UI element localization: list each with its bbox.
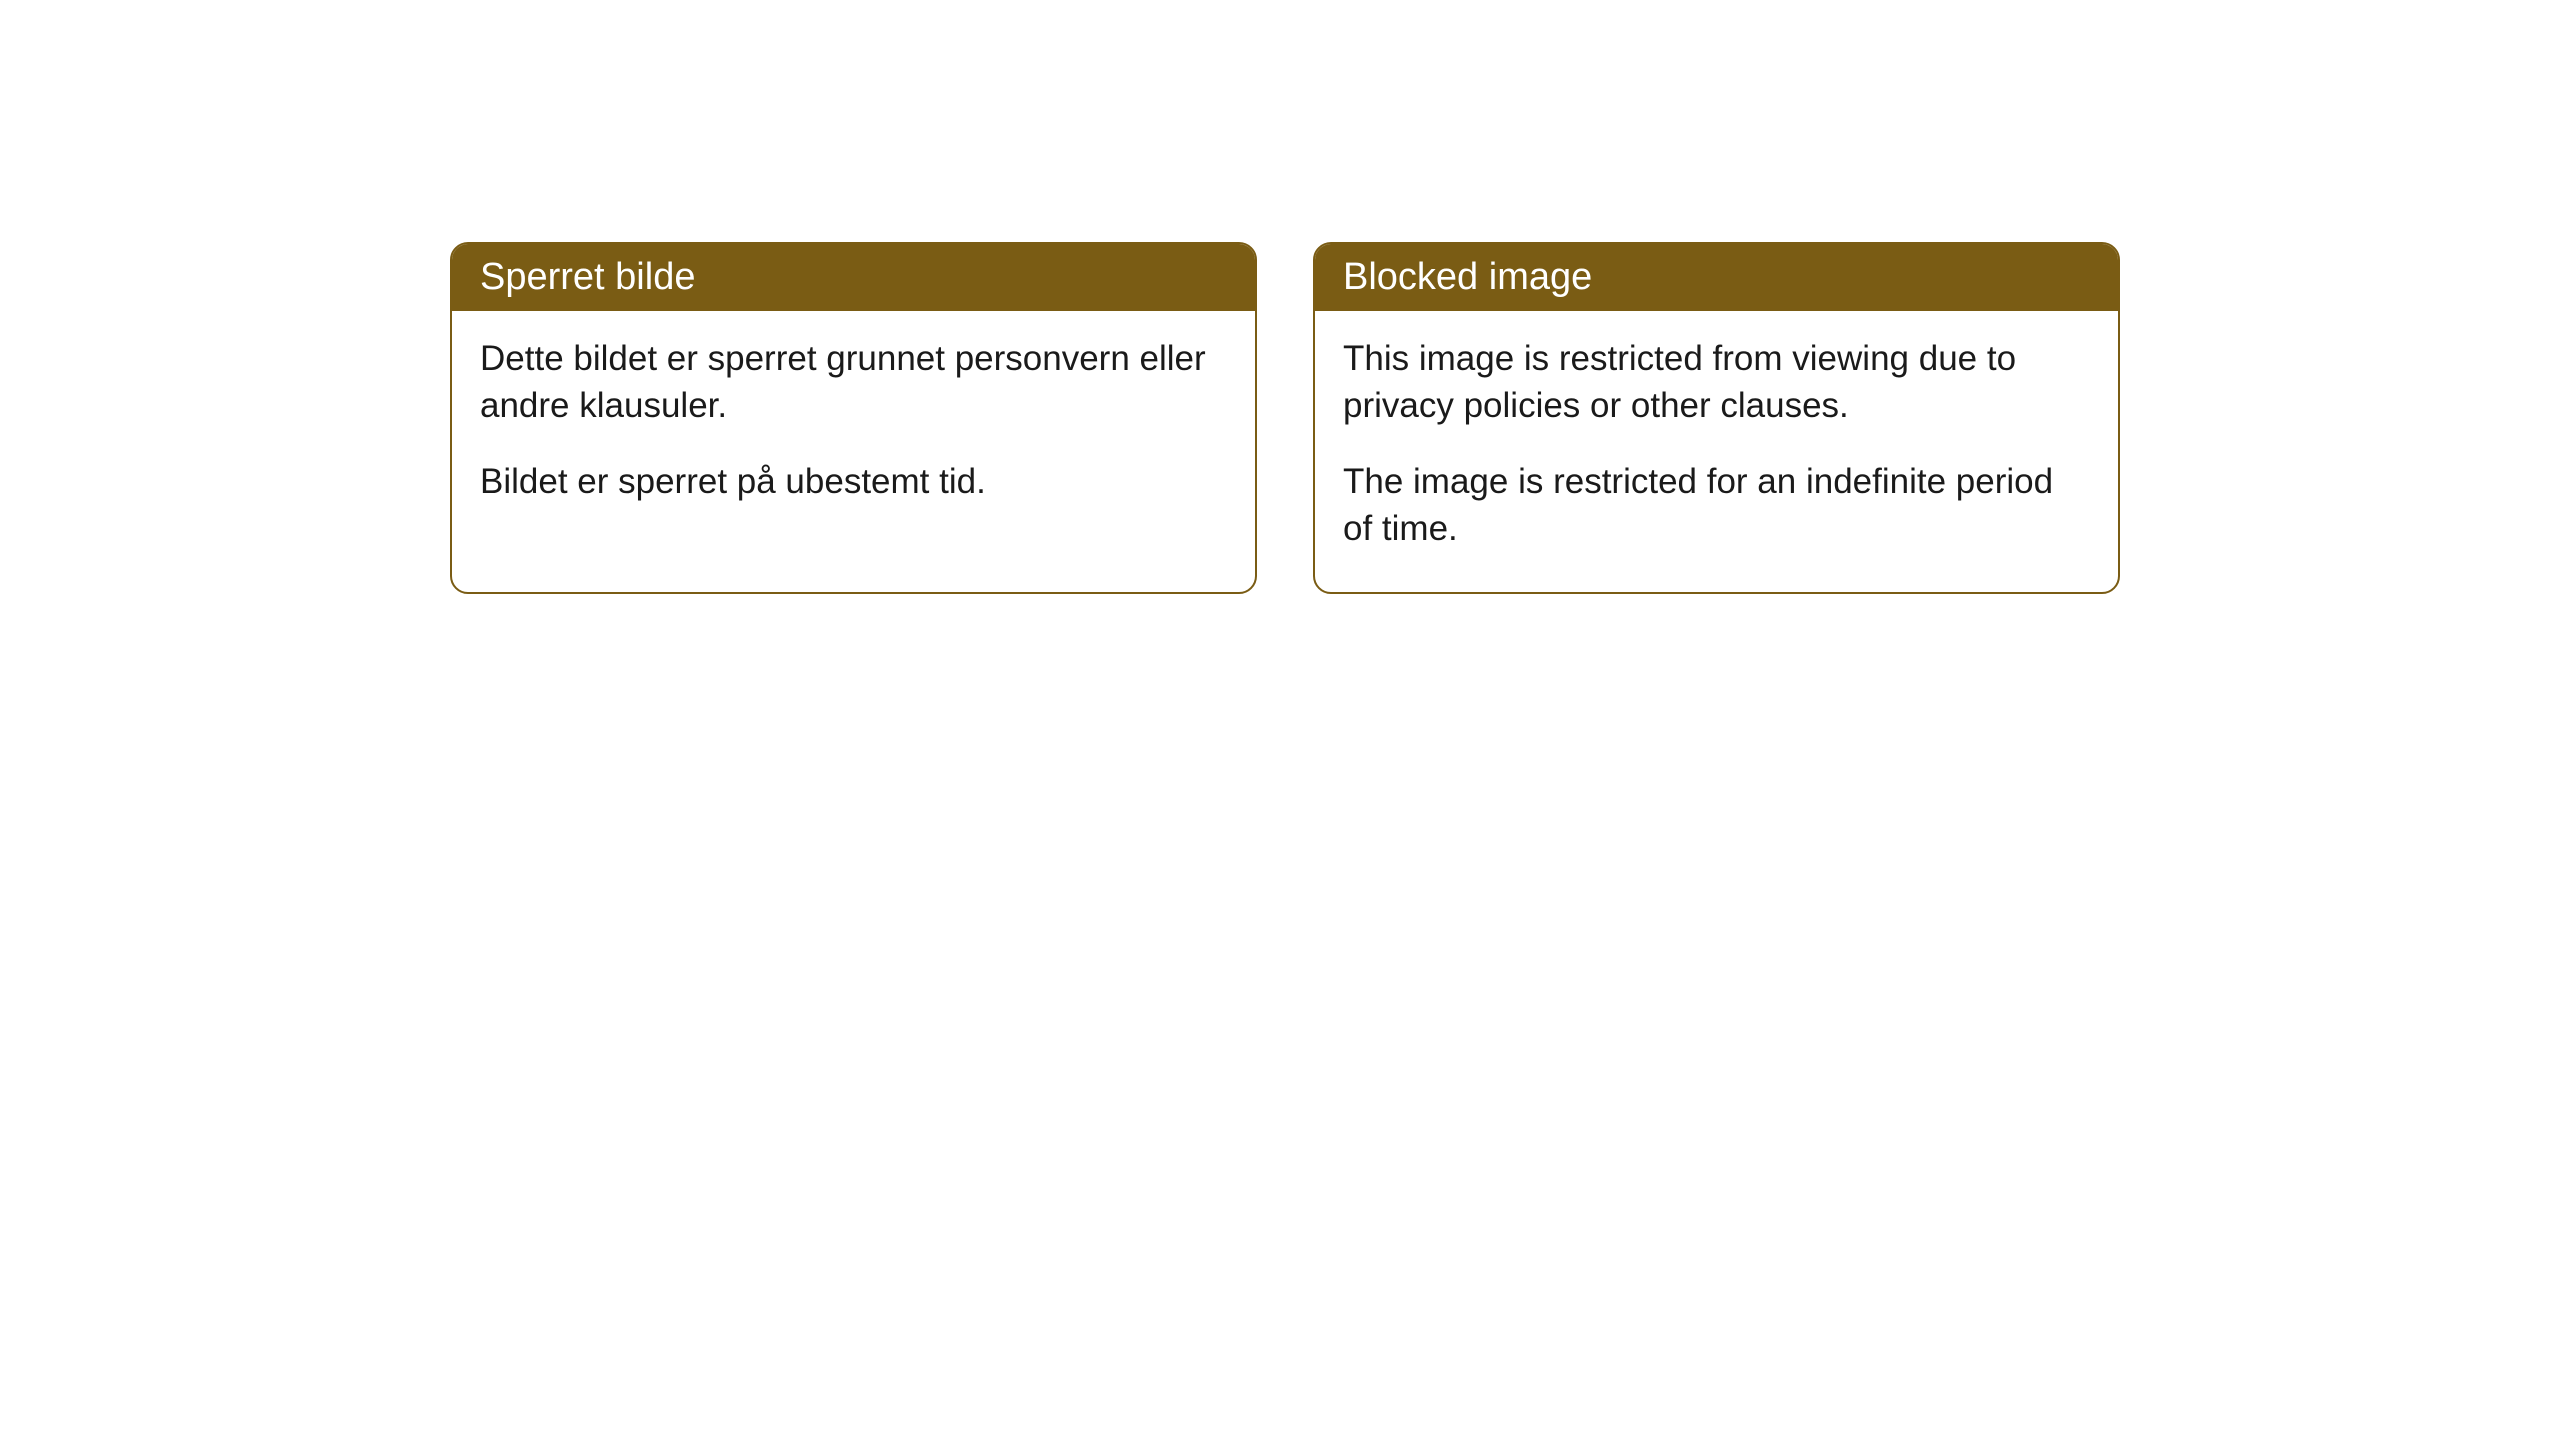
card-text-english-1: This image is restricted from viewing du…	[1343, 335, 2090, 430]
card-text-norwegian-1: Dette bildet er sperret grunnet personve…	[480, 335, 1227, 430]
card-norwegian: Sperret bilde Dette bildet er sperret gr…	[450, 242, 1257, 594]
card-text-norwegian-2: Bildet er sperret på ubestemt tid.	[480, 458, 1227, 505]
card-header-norwegian: Sperret bilde	[452, 244, 1255, 311]
card-body-english: This image is restricted from viewing du…	[1315, 311, 2118, 592]
card-body-norwegian: Dette bildet er sperret grunnet personve…	[452, 311, 1255, 545]
card-english: Blocked image This image is restricted f…	[1313, 242, 2120, 594]
card-text-english-2: The image is restricted for an indefinit…	[1343, 458, 2090, 553]
blocked-image-notices: Sperret bilde Dette bildet er sperret gr…	[450, 242, 2120, 594]
card-header-english: Blocked image	[1315, 244, 2118, 311]
